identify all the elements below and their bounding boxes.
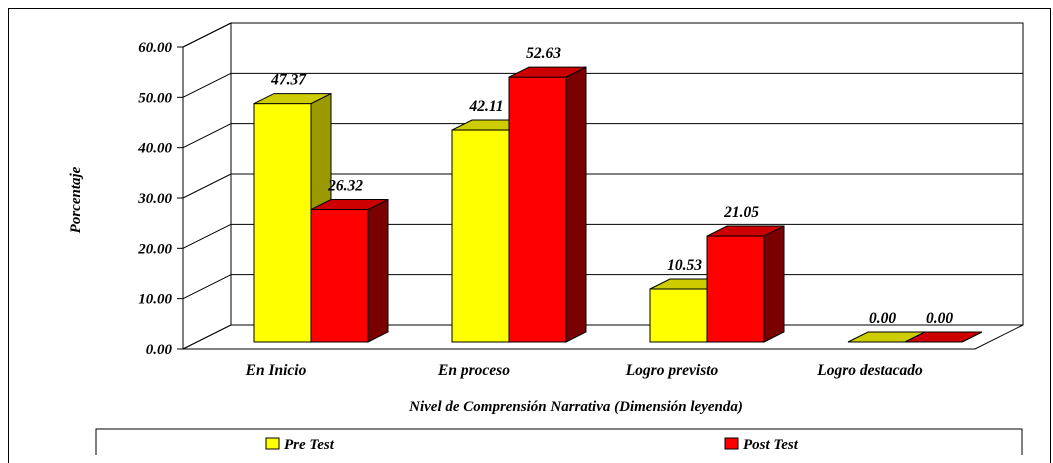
y-tick-label: 0.00 bbox=[146, 342, 173, 358]
gridlines bbox=[177, 22, 1023, 350]
legend-swatch bbox=[724, 437, 739, 450]
category-label: En Inicio bbox=[245, 362, 307, 379]
y-tick-label: 30.00 bbox=[137, 191, 172, 207]
gridline-side bbox=[182, 72, 232, 98]
category-label: Logro destacado bbox=[816, 362, 923, 379]
bar-post-test-3 bbox=[904, 331, 983, 343]
bars bbox=[253, 66, 983, 343]
y-tick-label: 50.00 bbox=[138, 90, 172, 106]
legend-label: Pre Test bbox=[284, 437, 335, 453]
category-labels: En Inicio En proceso Logro previsto Logro d… bbox=[245, 362, 923, 379]
data-label: 47.37 bbox=[270, 72, 307, 89]
bar-post-test-1 bbox=[508, 66, 587, 343]
x-axis-title: Nivel de Comprensión Narrativa (Dimensió… bbox=[408, 399, 743, 415]
category-label: Logro previsto bbox=[625, 362, 719, 379]
y-tick-label: 60.00 bbox=[138, 40, 172, 56]
data-labels: 47.37 26.32 42.11 52.63 10.53 21.05 0.00 0.00 bbox=[270, 45, 953, 327]
gridline-side bbox=[182, 22, 232, 48]
legend-label: Post Test bbox=[743, 437, 799, 453]
data-label: 10.53 bbox=[667, 257, 702, 274]
data-label: 52.63 bbox=[526, 45, 561, 62]
bar-post-test-0 bbox=[310, 198, 389, 343]
gridline-side bbox=[182, 123, 232, 149]
y-tick-label: 20.00 bbox=[137, 241, 172, 257]
y-axis-title: Porcentaje bbox=[68, 166, 84, 233]
legend-swatch bbox=[265, 437, 280, 450]
gridline-side bbox=[182, 223, 232, 249]
gridline-side bbox=[182, 173, 232, 199]
y-tick-label: 40.00 bbox=[137, 141, 172, 157]
floor bbox=[182, 324, 1024, 350]
y-tick-labels: 0.00 10.00 20.00 30.00 40.00 50.00 60.00 bbox=[137, 40, 172, 358]
data-label: 26.32 bbox=[327, 178, 363, 195]
data-label: 0.00 bbox=[869, 310, 896, 327]
category-label: En proceso bbox=[437, 362, 510, 379]
data-label: 0.00 bbox=[926, 310, 953, 327]
data-label: 21.05 bbox=[723, 204, 759, 221]
bar-post-test-2 bbox=[706, 225, 785, 343]
legend: Pre Test Post Test bbox=[95, 428, 1023, 455]
data-label: 42.11 bbox=[468, 98, 503, 115]
gridline-side bbox=[182, 274, 232, 300]
y-tick-label: 10.00 bbox=[138, 292, 172, 308]
legend-box bbox=[95, 428, 1023, 455]
